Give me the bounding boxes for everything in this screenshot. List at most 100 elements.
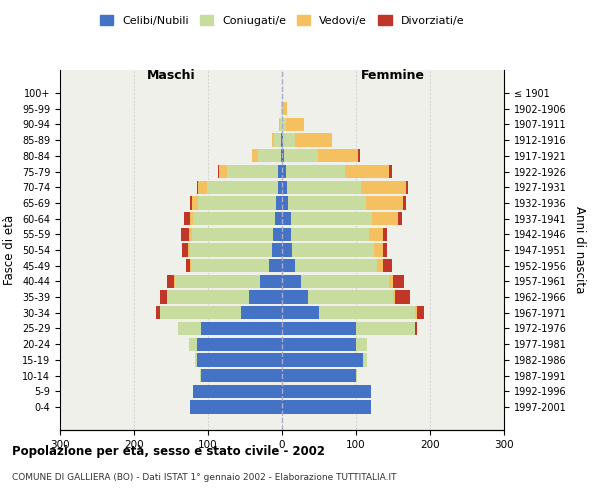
Bar bbox=[358, 149, 360, 162]
Bar bbox=[282, 384, 371, 398]
Bar bbox=[253, 149, 259, 162]
Bar bbox=[282, 196, 288, 209]
Bar bbox=[415, 306, 416, 320]
Bar bbox=[361, 180, 406, 194]
Bar bbox=[207, 180, 278, 194]
Bar bbox=[415, 322, 418, 335]
Bar bbox=[273, 228, 282, 241]
Bar bbox=[280, 118, 282, 131]
Bar bbox=[193, 212, 275, 226]
Bar bbox=[190, 400, 282, 413]
Bar bbox=[281, 102, 282, 116]
Bar bbox=[295, 134, 332, 147]
Bar bbox=[193, 384, 282, 398]
Bar bbox=[281, 134, 282, 147]
Bar bbox=[356, 322, 415, 335]
Bar bbox=[194, 353, 197, 366]
Bar bbox=[383, 244, 387, 256]
Bar bbox=[282, 212, 291, 226]
Y-axis label: Anni di nascita: Anni di nascita bbox=[573, 206, 586, 294]
Bar bbox=[374, 244, 383, 256]
Bar bbox=[282, 134, 283, 147]
Bar bbox=[178, 322, 200, 335]
Bar bbox=[219, 165, 227, 178]
Bar bbox=[197, 353, 282, 366]
Bar bbox=[282, 118, 286, 131]
Text: Popolazione per età, sesso e stato civile - 2002: Popolazione per età, sesso e stato civil… bbox=[12, 445, 325, 458]
Bar bbox=[160, 306, 241, 320]
Bar bbox=[389, 165, 392, 178]
Bar bbox=[383, 259, 392, 272]
Bar bbox=[364, 353, 367, 366]
Bar bbox=[272, 134, 274, 147]
Text: Femmine: Femmine bbox=[361, 69, 425, 82]
Bar bbox=[175, 274, 260, 288]
Bar bbox=[345, 165, 389, 178]
Bar bbox=[284, 149, 317, 162]
Bar bbox=[282, 228, 291, 241]
Bar bbox=[259, 149, 281, 162]
Bar bbox=[275, 212, 282, 226]
Bar bbox=[319, 306, 415, 320]
Bar bbox=[282, 400, 371, 413]
Bar bbox=[190, 244, 272, 256]
Bar bbox=[190, 196, 193, 209]
Bar bbox=[292, 244, 374, 256]
Bar bbox=[282, 338, 356, 351]
Bar bbox=[160, 290, 167, 304]
Bar bbox=[301, 274, 389, 288]
Bar bbox=[182, 244, 188, 256]
Bar bbox=[295, 259, 377, 272]
Bar bbox=[276, 196, 282, 209]
Bar bbox=[416, 306, 424, 320]
Bar bbox=[356, 369, 358, 382]
Bar bbox=[282, 180, 287, 194]
Bar bbox=[190, 259, 191, 272]
Bar bbox=[227, 165, 278, 178]
Bar bbox=[287, 180, 361, 194]
Bar bbox=[308, 290, 393, 304]
Y-axis label: Fasce di età: Fasce di età bbox=[4, 215, 16, 285]
Bar bbox=[393, 290, 395, 304]
Bar bbox=[167, 290, 249, 304]
Bar bbox=[269, 259, 282, 272]
Bar bbox=[356, 338, 367, 351]
Text: COMUNE DI GALLIERA (BO) - Dati ISTAT 1° gennaio 2002 - Elaborazione TUTTITALIA.I: COMUNE DI GALLIERA (BO) - Dati ISTAT 1° … bbox=[12, 473, 397, 482]
Bar bbox=[282, 322, 356, 335]
Bar bbox=[274, 134, 281, 147]
Bar bbox=[167, 274, 174, 288]
Bar bbox=[282, 306, 319, 320]
Bar bbox=[260, 274, 282, 288]
Legend: Celibi/Nubili, Coniugati/e, Vedovi/e, Divorziati/e: Celibi/Nubili, Coniugati/e, Vedovi/e, Di… bbox=[95, 10, 469, 30]
Bar bbox=[200, 369, 282, 382]
Bar bbox=[279, 118, 280, 131]
Bar bbox=[389, 274, 393, 288]
Bar bbox=[291, 228, 368, 241]
Bar bbox=[283, 134, 295, 147]
Bar bbox=[286, 165, 345, 178]
Bar bbox=[403, 196, 406, 209]
Bar bbox=[189, 228, 192, 241]
Bar bbox=[174, 274, 175, 288]
Bar bbox=[288, 196, 365, 209]
Bar bbox=[272, 244, 282, 256]
Bar bbox=[291, 212, 372, 226]
Bar bbox=[368, 228, 383, 241]
Bar bbox=[383, 228, 387, 241]
Bar bbox=[278, 165, 282, 178]
Bar bbox=[282, 244, 292, 256]
Bar bbox=[365, 196, 403, 209]
Bar bbox=[156, 306, 160, 320]
Bar bbox=[191, 259, 269, 272]
Bar bbox=[278, 180, 282, 194]
Bar bbox=[197, 180, 199, 194]
Bar bbox=[282, 259, 295, 272]
Bar bbox=[395, 290, 410, 304]
Bar bbox=[193, 196, 199, 209]
Bar bbox=[317, 149, 358, 162]
Bar bbox=[249, 290, 282, 304]
Bar bbox=[218, 165, 219, 178]
Bar bbox=[200, 322, 282, 335]
Bar bbox=[282, 165, 286, 178]
Bar bbox=[372, 212, 398, 226]
